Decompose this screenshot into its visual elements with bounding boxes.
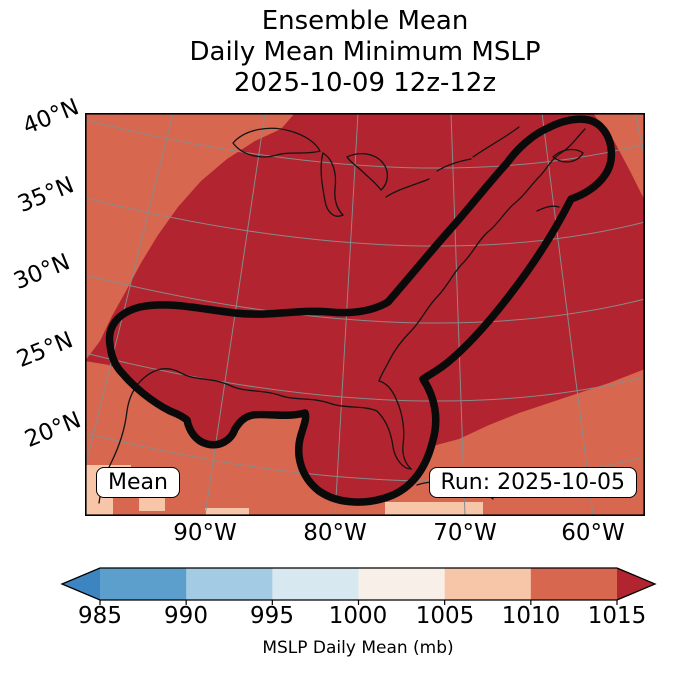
map-region-1005-1010-patch-4: [205, 508, 249, 516]
coast-long-island: [536, 205, 560, 212]
colorbar-over-arrow: [617, 568, 655, 600]
statistic-badge: Mean: [96, 467, 180, 498]
cb-tick-1010: 1010: [501, 603, 561, 629]
parallel-30n: [85, 274, 645, 324]
colorbar-seg-995-1000: [272, 568, 359, 600]
x-tick-90w: 90°W: [173, 520, 237, 546]
cb-tick-995: 995: [250, 603, 294, 629]
colorbar-frame: [60, 567, 657, 601]
colorbar: [60, 567, 657, 605]
coast-lake-ontario: [436, 158, 472, 172]
colorbar-ticks: [99, 600, 618, 605]
y-tick-40n: 40°N: [19, 94, 83, 140]
title-line-1: Ensemble Mean: [261, 6, 469, 36]
y-tick-35n: 35°N: [14, 172, 78, 218]
map-region-1005-1010-patch-2: [139, 495, 165, 511]
cb-tick-1000: 1000: [328, 603, 388, 629]
meridian-60w: [541, 113, 594, 516]
cb-tick-990: 990: [164, 603, 208, 629]
meridian-70w: [450, 113, 466, 516]
cb-tick-985: 985: [78, 603, 122, 629]
coast-east-and-gulf: [98, 128, 586, 504]
coast-lake-huron: [346, 152, 388, 191]
cb-tick-1015: 1015: [587, 603, 647, 629]
parallel-35n: [85, 197, 645, 247]
coast-lake-superior: [232, 127, 321, 158]
x-tick-80w: 80°W: [303, 520, 367, 546]
parallel-25n: [85, 352, 645, 402]
colorbar-seg-1010-1015: [530, 568, 617, 600]
colorbar-seg-985-990: [100, 568, 187, 600]
y-tick-30n: 30°N: [10, 249, 74, 295]
figure-title: Ensemble Mean Daily Mean Minimum MSLP 20…: [85, 6, 645, 99]
colorbar-seg-1000-1005: [358, 568, 446, 600]
colorbar-label: MSLP Daily Mean (mb): [262, 638, 454, 658]
colorbar-seg-1005-1010: [444, 568, 532, 600]
cb-tick-1005: 1005: [415, 603, 475, 629]
x-tick-70w: 70°W: [433, 520, 497, 546]
contour-outline: [105, 115, 616, 506]
colorbar-under-arrow: [62, 568, 100, 600]
y-tick-20n: 20°N: [21, 407, 85, 453]
title-line-3: 2025-10-09 12z-12z: [233, 68, 497, 98]
map-region-1010-1015-northeast-corner: [593, 113, 645, 201]
contour-interior-fill: [109, 119, 612, 503]
coast-lake-erie: [385, 178, 430, 198]
coastlines: [98, 126, 586, 504]
mslp-map-canvas: [85, 113, 645, 516]
map-region-1010-1015-northwest: [85, 113, 295, 361]
coast-lake-michigan: [320, 152, 345, 217]
map-region-1005-1010-patch-3: [385, 502, 483, 516]
title-line-2: Daily Mean Minimum MSLP: [189, 37, 541, 67]
coast-nova-scotia: [552, 148, 584, 163]
coast-st-lawrence: [472, 126, 520, 158]
y-tick-25n: 25°N: [13, 327, 77, 373]
x-tick-60w: 60°W: [561, 520, 625, 546]
run-badge: Run: 2025-10-05: [428, 467, 637, 498]
colorbar-seg-990-995: [186, 568, 273, 600]
map-border: [85, 113, 645, 516]
